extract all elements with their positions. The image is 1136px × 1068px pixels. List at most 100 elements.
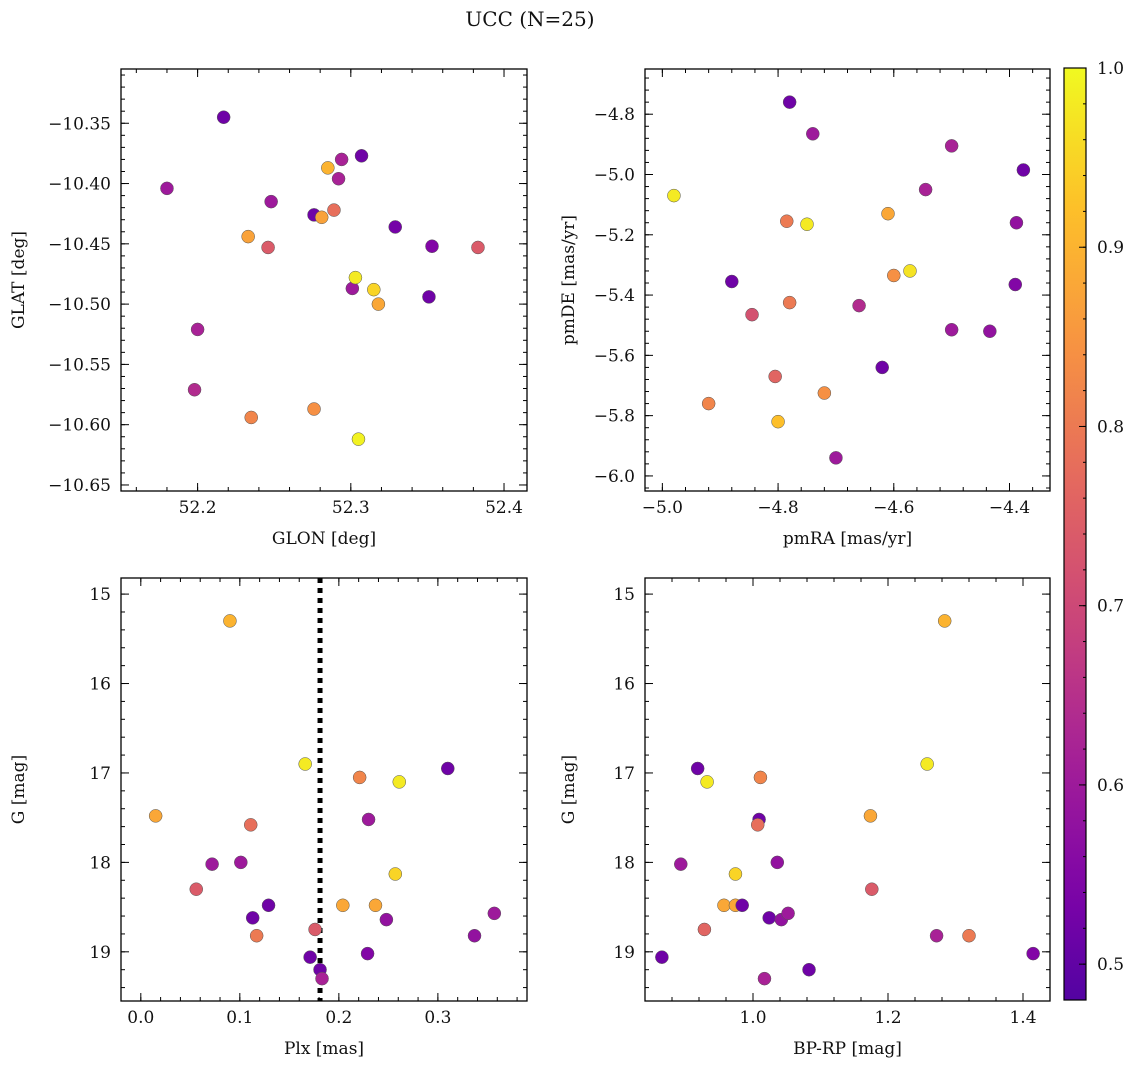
scatter-point	[717, 898, 731, 913]
scatter-point	[327, 203, 341, 217]
scatter-point	[223, 614, 237, 628]
y-tick-label: 15	[613, 585, 635, 605]
panel-glon-glat: 52.2 52.3 52.4 −10.35 −10.40 −10.45 −10.50 −10.…	[9, 68, 528, 549]
scatter-point	[735, 898, 749, 913]
y-tick-label: 16	[613, 675, 635, 695]
scatter-point	[770, 855, 785, 870]
scatter-point	[875, 360, 889, 375]
scatter-point	[471, 240, 485, 255]
scatter-point	[745, 307, 759, 322]
axes-frame	[120, 577, 528, 1002]
scatter-point	[782, 295, 797, 310]
scatter-point	[348, 270, 363, 285]
axes-frame	[644, 68, 1051, 492]
scatter-point	[190, 322, 205, 337]
scatter-point	[234, 855, 248, 870]
x-tick-label: 0.2	[325, 1008, 352, 1028]
scatter-point	[216, 110, 231, 124]
scatter-point	[249, 928, 264, 943]
x-tick-label: −4.8	[757, 498, 798, 518]
x-tick-label: 0.3	[424, 1008, 451, 1028]
y-tick-label: 17	[89, 764, 111, 784]
colorbar: 0.5 0.6 0.7 0.8 0.9 1.0	[1063, 59, 1124, 1001]
scatter-point	[1016, 163, 1031, 177]
scatter-point	[881, 206, 895, 221]
scatter-point	[314, 210, 329, 225]
scatter-point	[865, 882, 879, 896]
scatter-point	[725, 274, 739, 289]
y-tick-label: −5.8	[594, 407, 635, 427]
scatter-point	[388, 220, 402, 234]
x-tick-label: 0.1	[226, 1008, 253, 1028]
panel-bprp-g: 1.0 1.2 1.4 15 16 17 18 19 BP-RP [mag] G [mag]	[559, 577, 1051, 1059]
scatter-point	[261, 240, 275, 255]
scatter-point	[674, 857, 688, 871]
scatter-point	[354, 149, 369, 163]
scatter-point	[422, 290, 436, 304]
x-tick-label: 1.0	[739, 1008, 766, 1028]
scatter-point	[321, 161, 335, 175]
x-tick-label: 52.4	[485, 498, 523, 518]
scatter-point	[829, 451, 843, 465]
scatter-point	[334, 152, 349, 167]
scatter-point	[467, 928, 482, 943]
y-tick-label: 16	[89, 675, 111, 695]
scatter-point	[655, 950, 669, 964]
scatter-point	[852, 298, 866, 313]
scatter-point	[781, 906, 795, 921]
scatter-point	[331, 171, 346, 186]
scatter-point	[187, 382, 202, 397]
scatter-point	[245, 911, 260, 925]
y-tick-label: −10.45	[48, 235, 111, 255]
x-tick-label: 52.2	[179, 498, 217, 518]
scatter-point	[371, 297, 386, 311]
scatter-point	[189, 882, 204, 896]
scatter-point	[1009, 215, 1024, 230]
y-tick-label: −6.0	[594, 467, 635, 487]
y-tick-label: 17	[613, 764, 635, 784]
scatter-point	[315, 971, 329, 986]
scatter-point	[352, 770, 367, 785]
x-tick-label: 1.4	[1009, 1008, 1036, 1028]
scatter-point	[261, 898, 276, 913]
y-tick-label: −10.40	[48, 175, 111, 195]
scatter-point	[360, 946, 375, 961]
scatter-point	[1008, 277, 1023, 292]
scatter-point	[148, 809, 163, 823]
scatter-point	[367, 282, 381, 297]
scatter-point	[920, 757, 934, 771]
y-tick-label: 18	[613, 853, 635, 873]
y-tick-label: −10.60	[48, 416, 111, 436]
scatter-point	[944, 322, 959, 337]
scatter-point	[800, 217, 814, 231]
colorbar-tick-label: 0.5	[1097, 955, 1124, 975]
scatter-point	[806, 127, 820, 141]
scatter-point	[368, 898, 383, 913]
colorbar-tick-label: 1.0	[1097, 59, 1124, 79]
scatter-point	[425, 239, 439, 253]
scatter-point	[757, 971, 772, 986]
x-axis-label: GLON [deg]	[272, 529, 376, 549]
x-tick-label: −4.4	[989, 498, 1030, 518]
x-tick-label: 52.3	[332, 498, 370, 518]
scatter-point	[336, 898, 350, 913]
scatter-point	[441, 761, 455, 776]
y-axis-label: G [mag]	[559, 755, 579, 824]
x-tick-label: −4.6	[873, 498, 914, 518]
scatter-point	[817, 386, 832, 400]
scatter-point	[802, 962, 816, 977]
scatter-point	[690, 761, 705, 776]
scatter-point	[1026, 946, 1040, 961]
axes-frame	[120, 68, 528, 492]
scatter-point	[379, 912, 394, 927]
y-tick-label: −5.6	[594, 346, 635, 366]
scatter-point	[243, 818, 258, 832]
scatter-point	[929, 928, 944, 943]
colorbar-tick-label: 0.6	[1097, 776, 1124, 796]
y-tick-label: −10.65	[48, 476, 111, 496]
y-tick-label: 19	[89, 943, 111, 963]
scatter-point	[701, 396, 716, 411]
scatter-point	[303, 950, 317, 964]
y-tick-label: 18	[89, 853, 111, 873]
scatter-point	[903, 264, 917, 278]
